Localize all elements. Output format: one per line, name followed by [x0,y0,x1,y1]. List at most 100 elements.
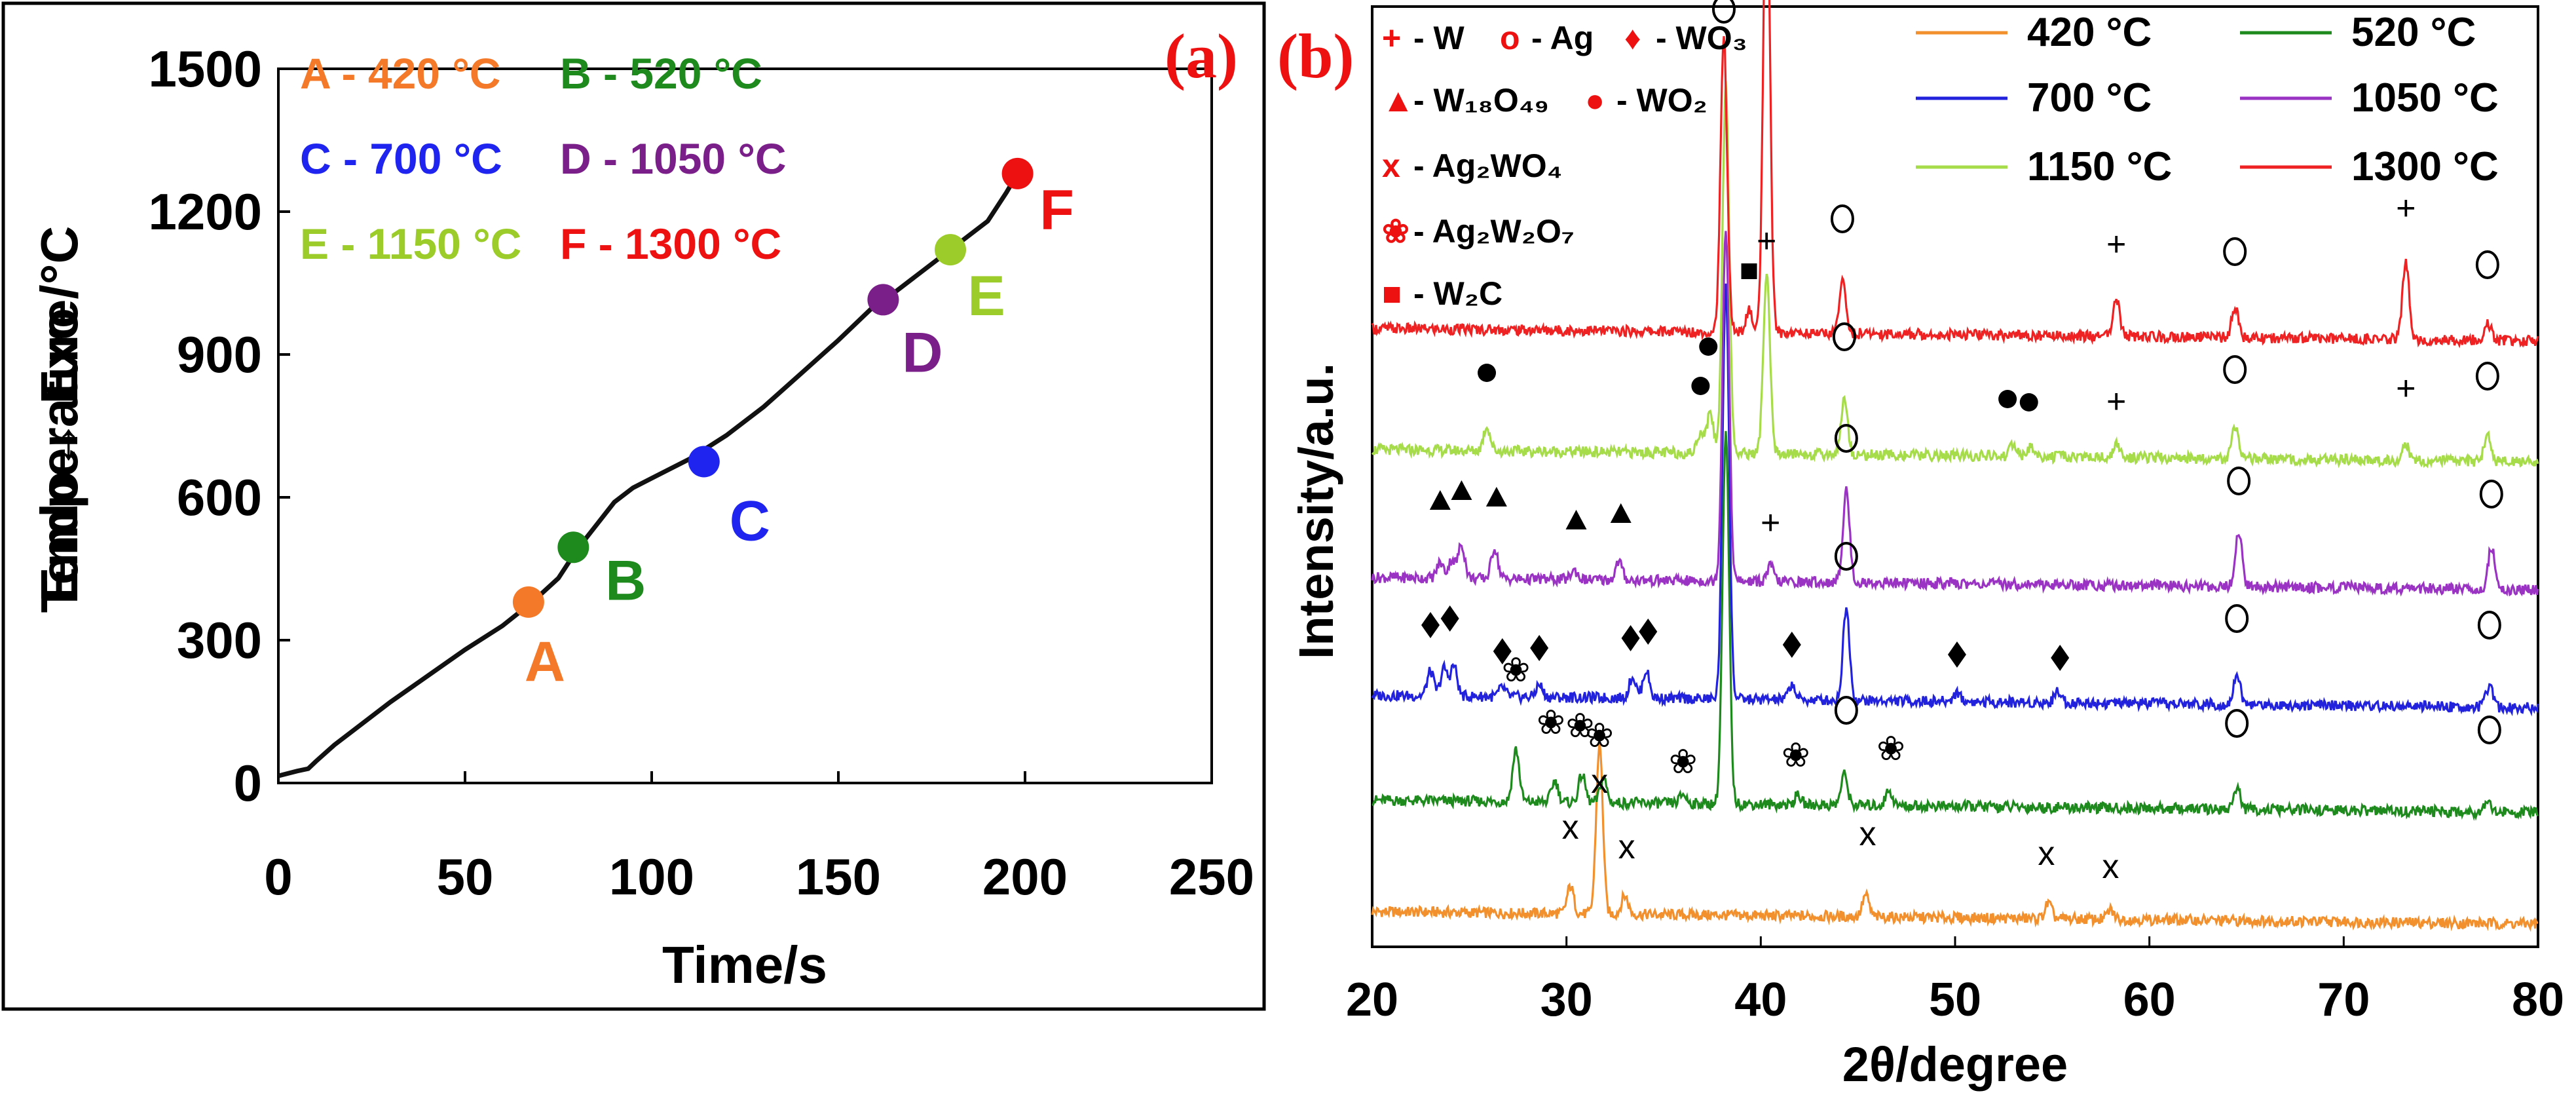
w-marker: + [1761,504,1780,542]
phase-key-symbol: ● [1585,82,1605,119]
wo3-marker [1782,632,1801,658]
temperature-key-item: B - 520 °C [560,49,762,98]
ag-marker [2475,362,2499,391]
point-label-b: B [605,549,646,612]
panel-b-phase-key: + - W o - Ag ♦ - WO₃ ▲- W₁₈O₄₉ ● - WO₂ x - Ag₂WO₄❀… [1382,20,1747,312]
b-xtick-label: 50 [1929,974,1981,1026]
ag2wo4-marker: x [2038,835,2055,873]
ag-marker [1834,424,1858,453]
a-ytick-label: 1200 [148,183,262,240]
panel-b-x-axis: 20 30 40 50 60 70 80 [1346,936,2564,1026]
panel-a-temperature-key: A - 420 °C B - 520 °C C - 700 °C D - 1050 °… [300,49,787,268]
point-label-f: F [1039,179,1074,242]
ag2wo4-marker: x [1859,815,1876,853]
wo3-marker [1621,625,1640,651]
temperature-curve [278,172,1020,778]
temperature-key-item: E - 1150 °C [300,220,521,268]
panel-a-y-axis: 0 300 600 900 1200 1500 [148,40,290,812]
a-xtick-label: 50 [437,848,494,906]
point-e [935,234,966,266]
xrd-pattern-5 [1371,0,2539,349]
ag-marker [1830,204,1854,233]
panel-b-ylabel: Intensity/a.u. [1289,363,1343,659]
ag-marker [2223,237,2247,266]
panel-a-ylabel: Temperature/°C [30,226,88,613]
a-xtick-label: 250 [1169,848,1254,906]
phase-key-label: - WO₃ [1656,20,1747,56]
w18o49-marker [1485,487,1507,506]
w-marker: + [2106,225,2126,263]
phase-key-symbol: ■ [1382,275,1402,312]
legend-label: 420 °C [2027,10,2152,55]
wo3-marker [1421,612,1440,638]
ag-marker [2227,467,2251,495]
a-xtick-label: 0 [264,848,292,906]
panel-a-xlabel: Time/s [662,936,827,994]
a-ytick-label: 900 [177,326,262,383]
w-marker: + [2396,370,2416,408]
wo2-marker [1998,390,2017,408]
ag2w2o7-marker: ❀ [1585,717,1614,755]
a-ytick-label: 600 [177,468,262,526]
w-marker: + [2106,383,2126,421]
point-d [867,284,899,316]
wo2-marker [2019,393,2038,411]
ag-marker [2225,604,2249,633]
b-xtick-label: 70 [2317,974,2370,1026]
ag-marker [1834,696,1858,725]
point-label-a: A [525,630,565,693]
temperature-key-item: F - 1300 °C [560,220,781,268]
point-label-d: D [902,321,943,384]
a-xtick-label: 150 [796,848,881,906]
w-marker: + [2396,189,2416,227]
wo2-marker [1478,364,1497,382]
legend-label: 520 °C [2351,10,2476,55]
phase-key-label: - Ag [1531,20,1594,56]
xrd-pattern-1 [1372,430,2539,821]
a-ytick-label: 300 [177,611,262,669]
ag-marker [2475,250,2499,279]
wo3-marker [2051,645,2070,671]
phase-key-symbol: ❀ [1382,213,1409,250]
wo3-marker [1947,641,1966,668]
w2c-marker [1741,263,1757,279]
w18o49-marker [1565,510,1587,529]
panel-a-ylabel-right: Endo↔ Exo [30,308,88,602]
phase-key-label: - WO₂ [1616,82,1708,119]
b-xtick-label: 20 [1346,974,1398,1026]
temperature-key-item: C - 700 °C [300,134,502,183]
phase-key-label: - W [1413,20,1465,56]
ag2wo4-marker: x [1591,763,1608,801]
ag2wo4-marker: x [2102,848,2119,886]
temperature-key-item: D - 1050 °C [560,134,787,183]
ag-marker [1834,542,1858,571]
panel-b-series [1371,0,2539,932]
ag2w2o7-marker: ❀ [1537,704,1565,742]
phase-key-symbol: o [1500,20,1520,56]
phase-key-symbol: + [1382,20,1401,56]
point-f [1001,157,1034,189]
point-b [557,531,589,564]
panel-b-legend: 420 °C 520 °C 700 °C 1050 °C 1150 °C 1300 °C [1916,10,2499,189]
ag-marker [2225,709,2249,738]
b-xtick-label: 30 [1540,974,1593,1026]
w18o49-marker [1429,490,1451,510]
a-xtick-label: 200 [982,848,1068,906]
ag2w2o7-marker: ❀ [1669,743,1698,781]
wo3-marker [1639,619,1658,645]
point-a [512,586,544,618]
wo2-marker [1699,337,1718,356]
w-marker: + [1757,222,1776,260]
ag-marker [1711,0,1736,24]
ag2wo4-marker: x [1562,809,1579,847]
b-xtick-label: 40 [1734,974,1787,1026]
b-xtick-label: 60 [2123,974,2176,1026]
ag-marker [2223,355,2247,384]
xrd-pattern-0 [1371,741,2538,932]
b-xtick-label: 80 [2512,974,2564,1026]
ag2wo4-marker: x [1618,828,1635,866]
phase-key-symbol: ▲ [1382,82,1415,119]
